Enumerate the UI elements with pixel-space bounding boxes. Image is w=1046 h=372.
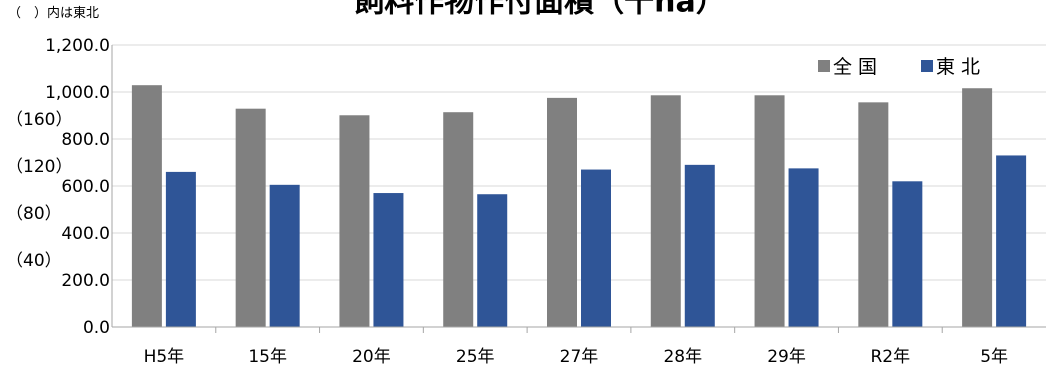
bar (962, 88, 993, 328)
gridlines (112, 44, 1046, 281)
x-category-label: 29年 (767, 347, 806, 367)
bar (650, 95, 681, 327)
x-category-label: 27年 (560, 347, 599, 367)
bar (858, 102, 889, 327)
x-category-label: 20年 (352, 347, 391, 367)
bar (754, 95, 785, 327)
x-category-label: 15年 (248, 347, 287, 367)
chart-note: （ ）内は東北 (8, 5, 99, 21)
y-tick-label: 200.0 (61, 271, 110, 291)
secondary-tick-label: （160） (6, 110, 72, 130)
bar (581, 169, 611, 327)
legend-label: 全 国 (833, 56, 877, 78)
bar (996, 155, 1027, 327)
x-category-label: H5年 (144, 347, 185, 367)
y-tick-label: 1,200.0 (45, 36, 110, 56)
x-category-label: R2年 (871, 347, 911, 367)
bar (477, 194, 508, 327)
bar (443, 112, 474, 328)
y-tick-label: 0.0 (83, 318, 110, 338)
x-category-label: 28年 (663, 347, 702, 367)
secondary-y-ticks: （40） （80） （120） （160） (6, 110, 72, 271)
bar (235, 108, 266, 327)
y-tick-label: 800.0 (61, 130, 110, 150)
y-tick-label: 1,000.0 (45, 83, 110, 103)
legend-swatch (921, 60, 933, 72)
bar (684, 164, 715, 327)
y-tick-label: 600.0 (61, 177, 110, 197)
axes (111, 45, 1046, 333)
y-axis-ticks: 0.0 200.0 400.0 600.0 800.0 1,000.0 1,200.0 (45, 36, 110, 338)
secondary-tick-label: （120） (6, 157, 72, 177)
bars-group (131, 85, 1027, 328)
chart-title: 飼料作物作付面積（千ha） (354, 0, 726, 20)
secondary-tick-label: （80） (6, 204, 62, 224)
legend: 全 国東 北 (818, 56, 980, 78)
bar (131, 85, 162, 327)
x-category-label: 5年 (980, 347, 1008, 367)
y-tick-label: 400.0 (61, 224, 110, 244)
legend-label: 東 北 (936, 56, 980, 78)
x-category-label: 25年 (456, 347, 495, 367)
bar (892, 181, 923, 327)
bar (373, 193, 404, 327)
bar (269, 184, 300, 327)
bar (339, 115, 370, 327)
x-axis-categories: H5年 15年 20年 25年 27年 28年 29年 R2年 5年 (144, 347, 1008, 367)
bar (547, 97, 577, 327)
secondary-tick-label: （40） (6, 251, 62, 271)
bar (165, 171, 196, 327)
legend-swatch (818, 60, 830, 72)
bar (788, 168, 819, 327)
